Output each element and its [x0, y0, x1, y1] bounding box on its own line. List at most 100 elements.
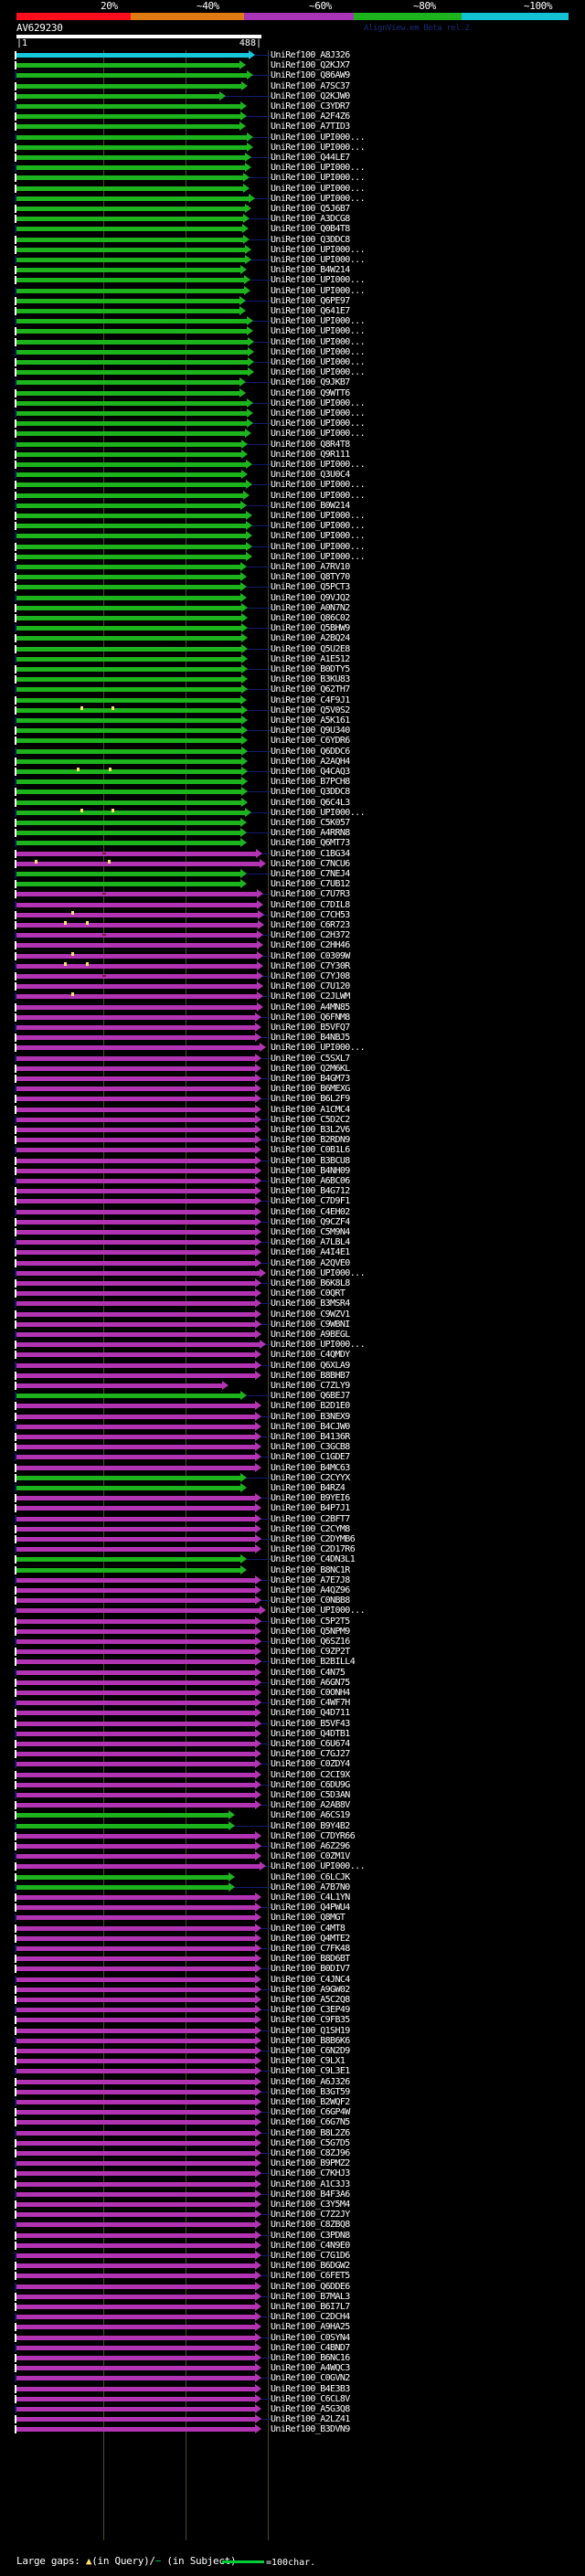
hsp-bar[interactable] [16, 748, 241, 754]
hit-accession-label[interactable]: UniRef100_UPI000... [271, 521, 366, 532]
hit-accession-label[interactable]: UniRef100_C9FB35 [271, 2015, 350, 2026]
hsp-bar[interactable] [16, 2386, 255, 2391]
alignment-row[interactable]: UniRef100_C7Y30R [0, 960, 585, 971]
hsp-bar[interactable] [16, 2110, 255, 2115]
alignment-row[interactable]: UniRef100_Q6DDC6 [0, 746, 585, 757]
hsp-bar[interactable] [16, 1455, 255, 1460]
alignment-row[interactable]: UniRef100_B8NC1R [0, 1564, 585, 1575]
hsp-bar[interactable] [16, 1148, 255, 1153]
alignment-row[interactable]: UniRef100_UPI000... [0, 1043, 585, 1053]
alignment-row[interactable]: UniRef100_B8L2Z6 [0, 2127, 585, 2138]
hsp-bar[interactable] [16, 1414, 255, 1419]
alignment-row[interactable]: UniRef100_C1GDE7 [0, 1452, 585, 1462]
hit-accession-label[interactable]: UniRef100_A4I4E1 [271, 1247, 350, 1258]
alignment-row[interactable]: UniRef100_Q4CAQ3 [0, 767, 585, 777]
hit-accession-label[interactable]: UniRef100_B3GT59 [271, 2086, 350, 2097]
hit-accession-label[interactable]: UniRef100_B8L2Z6 [271, 2127, 350, 2138]
hsp-bar[interactable] [16, 1270, 260, 1276]
hsp-bar[interactable] [16, 626, 241, 631]
hit-accession-label[interactable]: UniRef100_C0SYN4 [271, 2332, 350, 2343]
alignment-row[interactable]: UniRef100_Q5V0S2 [0, 705, 585, 716]
alignment-row[interactable]: UniRef100_C7Z2JY [0, 2210, 585, 2220]
hit-accession-label[interactable]: UniRef100_C4JNC4 [271, 1974, 350, 1985]
hit-accession-label[interactable]: UniRef100_UPI000... [271, 490, 366, 501]
hit-accession-label[interactable]: UniRef100_B4NBJ5 [271, 1033, 350, 1044]
hsp-bar[interactable] [16, 1301, 255, 1307]
alignment-row[interactable]: UniRef100_C2CYM8 [0, 1523, 585, 1534]
hsp-bar[interactable] [16, 1516, 255, 1521]
alignment-row[interactable]: UniRef100_UPI000... [0, 1606, 585, 1616]
hit-accession-label[interactable]: UniRef100_C7D9F1 [271, 1196, 350, 1207]
hit-accession-label[interactable]: UniRef100_B4P7J1 [271, 1503, 350, 1514]
alignment-row[interactable]: UniRef100_B4P7J1 [0, 1503, 585, 1513]
hsp-bar[interactable] [16, 1537, 255, 1542]
hit-accession-label[interactable]: UniRef100_Q4PWU4 [271, 1903, 350, 1913]
hit-accession-label[interactable]: UniRef100_B8D6BT [271, 1954, 350, 1965]
hit-accession-label[interactable]: UniRef100_UPI000... [271, 367, 366, 378]
alignment-row[interactable]: UniRef100_UPI000... [0, 429, 585, 439]
hsp-bar[interactable] [16, 1691, 255, 1695]
hsp-bar[interactable] [16, 2325, 255, 2330]
hsp-bar[interactable] [16, 309, 239, 313]
alignment-row[interactable]: UniRef100_C2DYMB6 [0, 1534, 585, 1544]
hsp-bar[interactable] [16, 974, 257, 979]
alignment-row[interactable]: UniRef100_UPI000... [0, 1340, 585, 1350]
hsp-bar[interactable] [16, 144, 247, 150]
hit-accession-label[interactable]: UniRef100_C7KHJ3 [271, 2168, 350, 2179]
hsp-bar[interactable] [16, 1321, 255, 1327]
hit-accession-label[interactable]: UniRef100_B3NEX9 [271, 1411, 350, 1422]
alignment-row[interactable]: UniRef100_C7G1D6 [0, 2251, 585, 2261]
alignment-row[interactable]: UniRef100_C3EP49 [0, 2005, 585, 2015]
hit-accession-label[interactable]: UniRef100_Q6C4L3 [271, 797, 350, 808]
alignment-row[interactable]: UniRef100_C4F9J1 [0, 694, 585, 705]
hit-accession-label[interactable]: UniRef100_Q4CAQ3 [271, 767, 350, 777]
alignment-row[interactable]: UniRef100_A6J326 [0, 2076, 585, 2087]
alignment-row[interactable]: UniRef100_B6DGW2 [0, 2261, 585, 2271]
hit-accession-label[interactable]: UniRef100_A1CMC4 [271, 1104, 350, 1115]
alignment-row[interactable]: UniRef100_Q9WTT6 [0, 387, 585, 398]
hit-accession-label[interactable]: UniRef100_A5G3Q8 [271, 2404, 350, 2414]
hit-accession-label[interactable]: UniRef100_B3KU83 [271, 674, 350, 685]
hit-accession-label[interactable]: UniRef100_Q6PE97 [271, 295, 350, 306]
hit-accession-label[interactable]: UniRef100_UPI000... [271, 1861, 366, 1872]
alignment-row[interactable]: UniRef100_A2LZ41 [0, 2414, 585, 2424]
hsp-bar[interactable] [16, 728, 241, 734]
alignment-row[interactable]: UniRef100_A6Z296 [0, 1841, 585, 1851]
hsp-bar[interactable] [16, 1526, 255, 1532]
alignment-row[interactable]: UniRef100_C7D9F1 [0, 1196, 585, 1206]
hsp-bar[interactable] [16, 1803, 255, 1808]
hit-accession-label[interactable]: UniRef100_A4MN85 [271, 1002, 350, 1012]
alignment-row[interactable]: UniRef100_Q0B4T8 [0, 224, 585, 234]
alignment-row[interactable]: UniRef100_C5K057 [0, 818, 585, 828]
hsp-bar[interactable] [16, 524, 246, 529]
hit-accession-label[interactable]: UniRef100_C5D2C2 [271, 1114, 350, 1125]
hit-accession-label[interactable]: UniRef100_B6I7L7 [271, 2302, 350, 2312]
hsp-bar[interactable] [16, 278, 244, 283]
alignment-row[interactable]: UniRef100_C6FET5 [0, 2271, 585, 2281]
hsp-bar[interactable] [16, 2181, 255, 2187]
hit-accession-label[interactable]: UniRef100_Q4MTE2 [271, 1933, 350, 1944]
hsp-bar[interactable] [16, 1998, 255, 2002]
alignment-row[interactable]: UniRef100_Q3DDC8 [0, 787, 585, 797]
hit-accession-label[interactable]: UniRef100_UPI000... [271, 163, 366, 174]
hit-accession-label[interactable]: UniRef100_C6N2D9 [271, 2046, 350, 2056]
hsp-bar[interactable] [16, 360, 248, 365]
hsp-bar[interactable] [16, 1557, 240, 1563]
hsp-bar[interactable] [16, 758, 241, 764]
alignment-row[interactable]: UniRef100_C7NEJ4 [0, 869, 585, 879]
hsp-bar[interactable] [16, 800, 241, 805]
hsp-bar[interactable] [16, 616, 241, 620]
alignment-row[interactable]: UniRef100_UPI000... [0, 142, 585, 153]
hsp-bar[interactable] [16, 841, 240, 846]
hit-accession-label[interactable]: UniRef100_A2F4Z6 [271, 111, 350, 122]
alignment-row[interactable]: UniRef100_UPI000... [0, 326, 585, 336]
hit-accession-label[interactable]: UniRef100_C5P2T5 [271, 1616, 350, 1627]
hsp-bar[interactable] [16, 1128, 255, 1132]
hit-accession-label[interactable]: UniRef100_C0NBB8 [271, 1595, 350, 1606]
hsp-bar[interactable] [16, 1404, 255, 1409]
hit-accession-label[interactable]: UniRef100_Q86C02 [271, 613, 350, 623]
alignment-row[interactable]: UniRef100_Q641E7 [0, 306, 585, 316]
hsp-bar[interactable] [16, 1362, 255, 1368]
hit-accession-label[interactable]: UniRef100_A1E512 [271, 653, 350, 664]
hsp-bar[interactable] [16, 2396, 255, 2401]
